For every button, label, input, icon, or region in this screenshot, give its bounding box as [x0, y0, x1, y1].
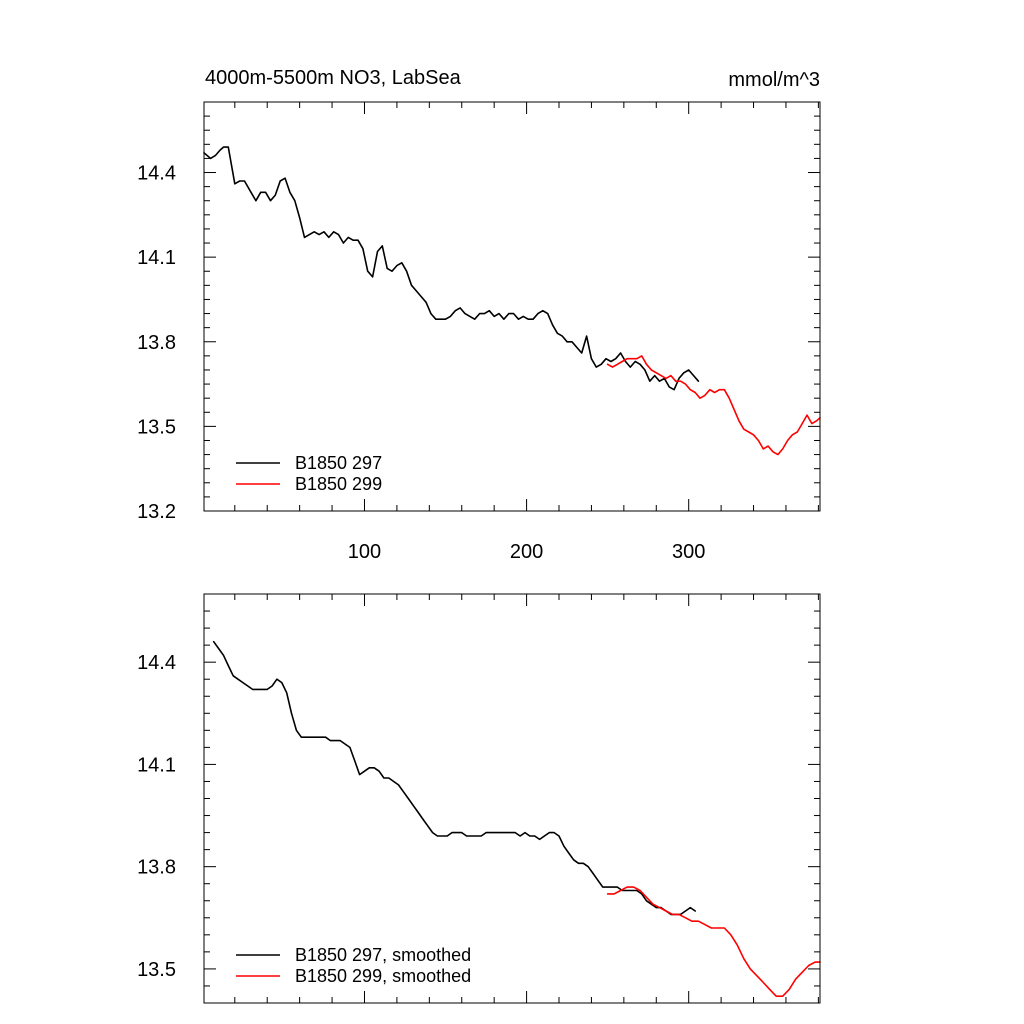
chart-title: 4000m-5500m NO3, LabSea	[205, 67, 462, 89]
x-tick-label: 200	[510, 541, 543, 563]
y-tick-label: 13.8	[137, 857, 176, 879]
y-tick-label: 14.1	[137, 754, 176, 776]
bottom-plot-frame	[203, 593, 821, 1004]
x-tick-label: 300	[672, 541, 705, 563]
y-tick-label: 14.4	[137, 652, 176, 674]
x-tick-label: 100	[348, 541, 381, 563]
top-series-lines	[203, 146, 821, 456]
units-label: mmol/m^3	[728, 69, 820, 91]
y-tick-label: 14.1	[137, 247, 176, 269]
legend-label-2: B1850 299	[295, 474, 382, 494]
bottom-panel: 13.5 13.8 14.1 14.4 B1850 297, smoothedB185…	[137, 593, 821, 1004]
legend-label-1: B1850 297	[295, 453, 382, 473]
top-ticks	[204, 101, 820, 512]
bottom-series-lines	[212, 640, 821, 998]
top-tick-labels: 100 200 300 13.2 13.5 13.8 14.1 14.4	[137, 163, 705, 563]
y-tick-label: 13.2	[137, 501, 176, 523]
bottom-tick-labels: 13.5 13.8 14.1 14.4	[137, 652, 176, 981]
y-tick-label: 14.4	[137, 163, 176, 185]
legend-label-2: B1850 299, smoothed	[295, 966, 471, 986]
top-plot-frame	[203, 101, 821, 512]
series-line-2	[606, 886, 821, 998]
series-line-1	[212, 640, 697, 916]
y-tick-label: 13.5	[137, 416, 176, 438]
y-tick-label: 13.5	[137, 959, 176, 981]
series-line-2	[606, 355, 821, 456]
top-panel: 4000m-5500m NO3, LabSea mmol/m^3 100 200 3…	[137, 67, 821, 563]
series-line-1	[203, 146, 700, 391]
legend-label-1: B1850 297, smoothed	[295, 945, 471, 965]
bottom-ticks	[204, 593, 820, 1004]
y-tick-label: 13.8	[137, 332, 176, 354]
